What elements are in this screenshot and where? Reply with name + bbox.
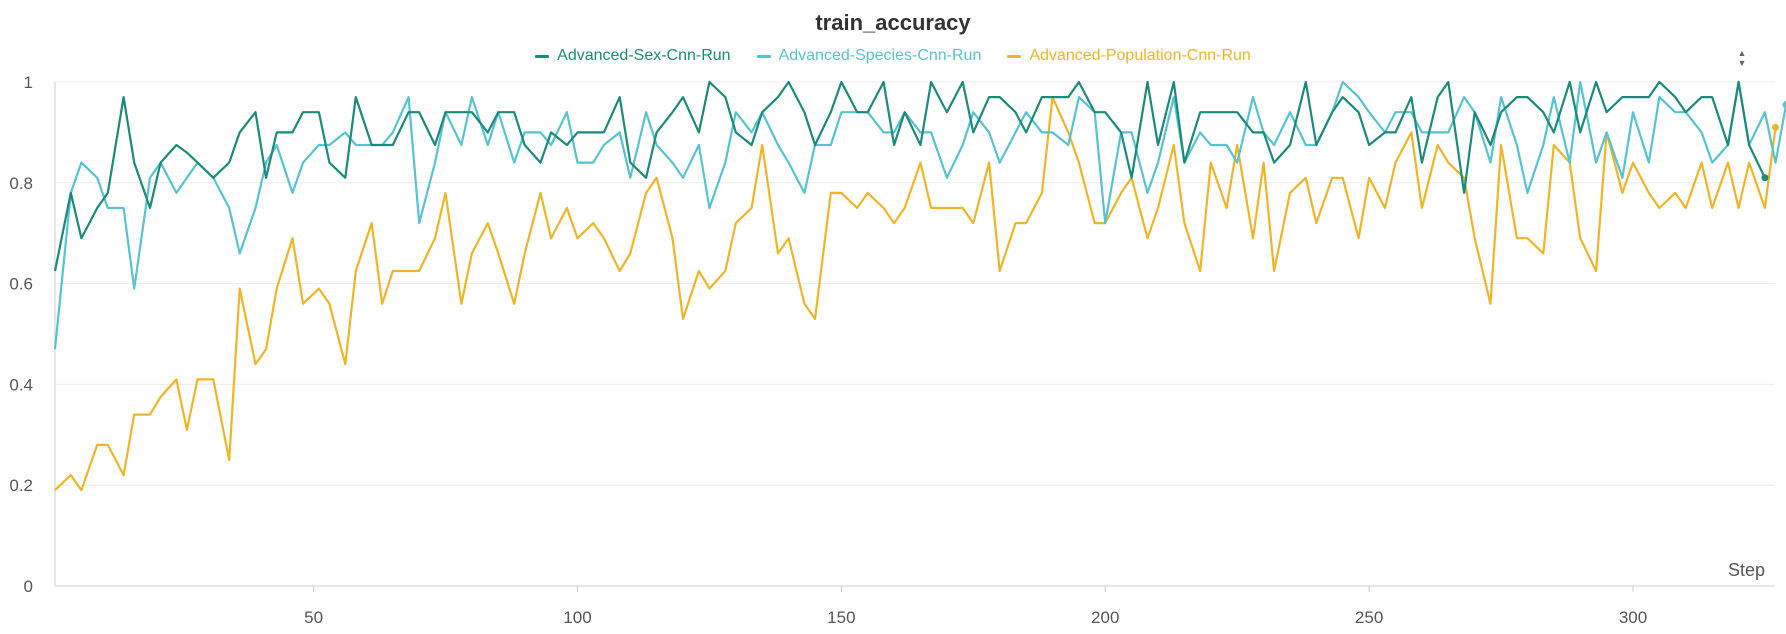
x-tick-label: 250 bbox=[1355, 608, 1383, 627]
x-tick-label: 200 bbox=[1091, 608, 1119, 627]
legend-swatch-sex bbox=[535, 54, 550, 58]
chevron-down-icon: ▼ bbox=[1737, 58, 1747, 68]
y-tick-label: 0.6 bbox=[9, 275, 33, 294]
series-line bbox=[54, 96, 1777, 492]
legend: Advanced-Sex-Cnn-Run Advanced-Species-Cn… bbox=[0, 47, 1786, 65]
legend-item-sex[interactable]: Advanced-Sex-Cnn-Run bbox=[535, 47, 731, 65]
legend-label-population: Advanced-Population-Cnn-Run bbox=[1029, 47, 1251, 64]
legend-label-species: Advanced-Species-Cnn-Run bbox=[778, 47, 982, 64]
legend-label-sex: Advanced-Sex-Cnn-Run bbox=[557, 47, 731, 64]
legend-swatch-population bbox=[1007, 54, 1022, 58]
legend-item-species[interactable]: Advanced-Species-Cnn-Run bbox=[756, 47, 982, 65]
y-tick-label: 0.8 bbox=[9, 174, 33, 193]
x-tick-label: 300 bbox=[1619, 608, 1647, 627]
chart-title: train_accuracy bbox=[815, 10, 971, 35]
series-end-point bbox=[1771, 123, 1779, 131]
chevron-up-icon: ▲ bbox=[1737, 48, 1747, 58]
legend-swatch-species bbox=[756, 54, 771, 58]
legend-item-population[interactable]: Advanced-Population-Cnn-Run bbox=[1007, 47, 1251, 65]
series-end-point bbox=[1782, 101, 1786, 109]
x-tick-label: 150 bbox=[827, 608, 855, 627]
y-tick-label: 0.4 bbox=[9, 375, 33, 394]
legend-scroll-icon[interactable]: ▲ ▼ bbox=[1734, 47, 1750, 69]
y-tick-label: 0.2 bbox=[9, 476, 33, 495]
series-line bbox=[53, 80, 1786, 350]
y-tick-label: 1 bbox=[24, 73, 33, 92]
x-tick-label: 50 bbox=[304, 608, 323, 627]
series-end-point bbox=[1761, 174, 1769, 182]
series-line bbox=[53, 80, 1766, 272]
x-axis-label: Step bbox=[1728, 560, 1765, 580]
x-tick-label: 100 bbox=[563, 608, 591, 627]
y-tick-label: 0 bbox=[24, 577, 33, 596]
